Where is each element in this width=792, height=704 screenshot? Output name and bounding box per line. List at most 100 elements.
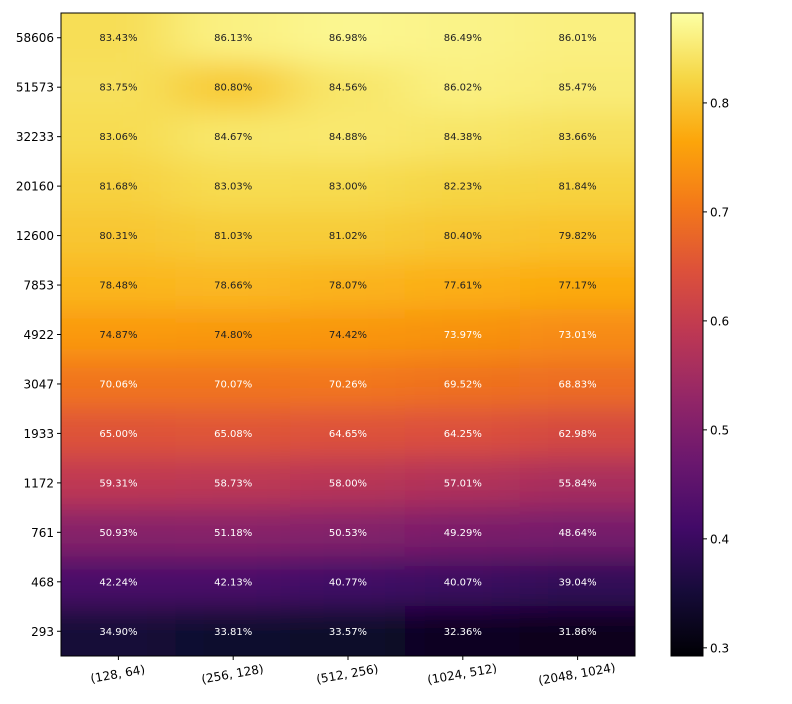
heatmap-cell	[175, 13, 292, 63]
y-tick-label: 20160	[16, 180, 54, 194]
heatmap-cell	[61, 160, 177, 212]
cell-value-label: 49.29%	[444, 528, 482, 539]
cell-value-label: 84.67%	[214, 132, 252, 143]
cell-value-label: 70.07%	[214, 379, 252, 390]
cell-value-label: 50.53%	[329, 528, 367, 539]
cell-value-label: 59.31%	[99, 478, 137, 489]
cell-value-label: 57.01%	[444, 478, 482, 489]
x-axis: (128, 64) (256, 128) (512, 256) (1024, 512)…	[89, 656, 617, 688]
cell-value-label: 84.56%	[329, 83, 367, 94]
cell-value-label: 77.61%	[444, 281, 482, 292]
cell-value-label: 64.65%	[329, 429, 367, 440]
cell-value-label: 58.73%	[214, 478, 252, 489]
heatmap-cell	[519, 111, 635, 162]
heatmap-cell	[61, 457, 177, 509]
cell-value-label: 79.82%	[559, 231, 597, 242]
y-tick-label: 51573	[16, 81, 54, 95]
heatmap-cell	[61, 13, 177, 63]
y-tick-label: 293	[31, 625, 54, 639]
heatmap-cell	[61, 408, 177, 459]
cell-value-label: 68.83%	[559, 379, 597, 390]
cell-value-label: 81.02%	[329, 231, 367, 242]
heatmap-cell	[519, 309, 635, 360]
heatmap-cell	[404, 210, 521, 261]
colorbar-tick-label: 0.3	[710, 641, 729, 655]
heatmap-cell-padding	[404, 13, 521, 14]
heatmap-cell	[175, 160, 292, 212]
colorbar: 0.3 0.4 0.5 0.6 0.7 0.8	[670, 12, 729, 657]
heatmap-cell	[61, 210, 177, 261]
cell-value-label: 82.23%	[444, 182, 482, 193]
heatmap-cell	[404, 507, 521, 558]
colorbar-tick-label: 0.8	[710, 96, 729, 110]
cell-value-label: 74.87%	[99, 330, 137, 341]
cell-value-label: 86.98%	[329, 33, 367, 44]
heatmap-cell	[519, 61, 635, 113]
heatmap-cell	[175, 507, 292, 558]
cell-value-label: 78.48%	[99, 281, 137, 292]
heatmap-cell	[404, 457, 521, 509]
heatmap-cell-padding	[290, 13, 406, 14]
cell-value-label: 74.42%	[329, 330, 367, 341]
heatmap-cell	[290, 309, 406, 360]
y-tick-label: 1933	[23, 427, 54, 441]
heatmap-cell	[175, 309, 292, 360]
cell-value-label: 83.06%	[99, 132, 137, 143]
y-tick-label: 761	[31, 526, 54, 540]
heatmap-cell	[519, 457, 635, 509]
cell-value-label: 84.38%	[444, 132, 482, 143]
cell-value-label: 58.00%	[329, 478, 367, 489]
cell-value-label: 48.64%	[559, 528, 597, 539]
colorbar-tick-label: 0.7	[710, 205, 729, 219]
colorbar-gradient	[671, 13, 703, 656]
heatmap-cell	[404, 160, 521, 212]
y-axis: 58606 51573 32233 20160 12600 7853 4922 3047 193…	[16, 31, 61, 639]
heatmap-cell-padding	[61, 655, 62, 656]
y-tick-label: 12600	[16, 229, 54, 243]
cell-value-label: 78.07%	[329, 281, 367, 292]
cell-value-label: 77.17%	[559, 281, 597, 292]
y-tick-label: 58606	[16, 31, 54, 45]
cell-value-label: 86.02%	[444, 83, 482, 94]
heatmap-cell	[519, 556, 635, 608]
x-tick-label: (1024, 512)	[426, 661, 498, 687]
heatmap-cell	[61, 358, 177, 410]
heatmap-cell-padding	[519, 13, 635, 14]
cell-value-label: 42.24%	[99, 577, 137, 588]
heatmap-cell	[519, 606, 635, 656]
heatmap-cell	[175, 210, 292, 261]
y-tick-label: 4922	[23, 328, 54, 342]
heatmap-cell	[404, 606, 521, 656]
cell-value-label: 34.90%	[99, 627, 137, 638]
heatmap-cell	[175, 556, 292, 608]
colorbar-frame	[670, 12, 704, 657]
cell-labels: 83.43% 86.13% 86.98% 86.49% 86.01% 83.75% 80.8…	[99, 33, 596, 638]
cell-value-label: 33.81%	[214, 627, 252, 638]
colorbar-tick-label: 0.6	[710, 314, 729, 328]
cell-value-label: 80.40%	[444, 231, 482, 242]
cell-value-label: 65.08%	[214, 429, 252, 440]
heatmap-cell	[404, 556, 521, 608]
cell-value-label: 42.13%	[214, 577, 252, 588]
heatmap-cell-padding	[61, 13, 62, 14]
heatmap-cell	[290, 259, 406, 311]
cell-value-label: 70.06%	[99, 379, 137, 390]
cell-value-label: 81.03%	[214, 231, 252, 242]
heatmap-cell	[175, 358, 292, 410]
heatmap-cell	[290, 507, 406, 558]
cell-value-label: 80.80%	[214, 83, 252, 94]
heatmap-cell	[519, 160, 635, 212]
cell-value-label: 50.93%	[99, 528, 137, 539]
heatmap-cell	[519, 13, 635, 63]
cell-value-label: 81.84%	[559, 182, 597, 193]
cell-value-label: 32.36%	[444, 627, 482, 638]
heatmap-cell	[175, 457, 292, 509]
heatmap-cell	[61, 556, 177, 608]
x-tick-label: (256, 128)	[200, 662, 264, 687]
heatmap-cell	[61, 111, 177, 162]
colorbar-tick-label: 0.4	[710, 532, 729, 546]
heatmap-cell	[290, 160, 406, 212]
heatmap-cell	[290, 111, 406, 162]
heatmap-cell	[404, 61, 521, 113]
